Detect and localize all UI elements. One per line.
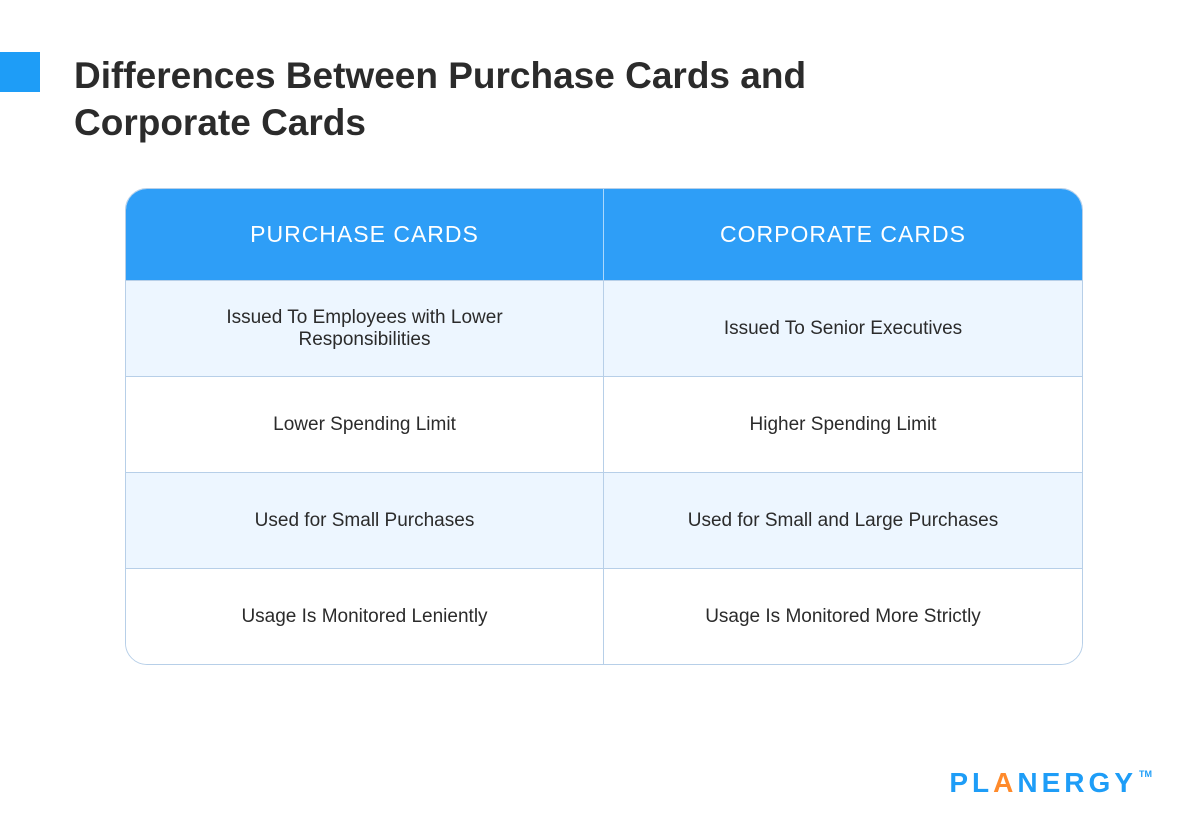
cell-corporate: Used for Small and Large Purchases [604, 472, 1082, 568]
table-row: Issued To Employees with Lower Responsib… [126, 280, 1082, 376]
cell-purchase: Issued To Employees with Lower Responsib… [126, 280, 604, 376]
table-row: Used for Small Purchases Used for Small … [126, 472, 1082, 568]
title-bar: Differences Between Purchase Cards and C… [0, 52, 954, 147]
brand-logo: PLANERGY TM [949, 767, 1152, 799]
cell-corporate: Higher Spending Limit [604, 376, 1082, 472]
cell-corporate: Issued To Senior Executives [604, 280, 1082, 376]
comparison-table: PURCHASE CARDS CORPORATE CARDS Issued To… [125, 188, 1083, 665]
table-row: Usage Is Monitored Leniently Usage Is Mo… [126, 568, 1082, 664]
brand-name: PLANERGY [949, 767, 1137, 799]
table-header-row: PURCHASE CARDS CORPORATE CARDS [126, 189, 1082, 280]
brand-tm: TM [1139, 769, 1152, 779]
page-title: Differences Between Purchase Cards and C… [74, 52, 954, 147]
col-header-corporate: CORPORATE CARDS [604, 189, 1082, 280]
title-accent-block [0, 52, 40, 92]
cell-purchase: Used for Small Purchases [126, 472, 604, 568]
table-row: Lower Spending Limit Higher Spending Lim… [126, 376, 1082, 472]
cell-purchase: Usage Is Monitored Leniently [126, 568, 604, 664]
col-header-purchase: PURCHASE CARDS [126, 189, 604, 280]
cell-corporate: Usage Is Monitored More Strictly [604, 568, 1082, 664]
cell-purchase: Lower Spending Limit [126, 376, 604, 472]
comparison-table-wrap: PURCHASE CARDS CORPORATE CARDS Issued To… [125, 188, 1083, 665]
